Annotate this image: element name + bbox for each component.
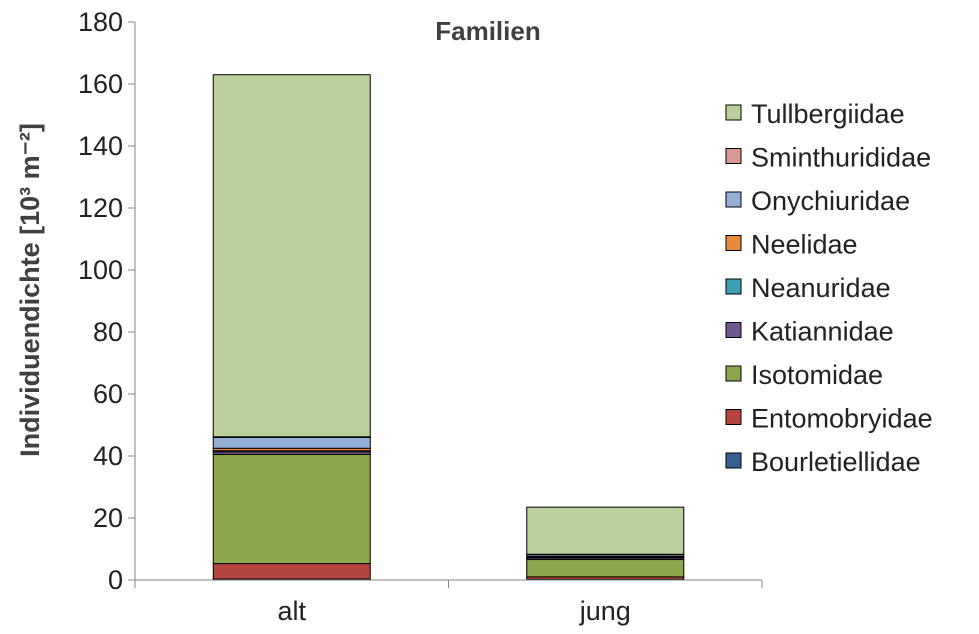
legend-label-neelidae: Neelidae xyxy=(751,230,858,260)
legend-label-entomobryidae: Entomobryidae xyxy=(751,404,933,434)
axes-group: alt jung 0 20 40 60 80 100 120 140 160 180 xyxy=(78,7,763,626)
legend-label-bourletiellidae: Bourletiellidae xyxy=(751,447,921,477)
y-tick-label-80: 80 xyxy=(93,317,123,347)
bar-segment-alt-onychiuridae xyxy=(212,436,371,449)
y-tick-label-0: 0 xyxy=(108,565,123,595)
legend-swatch-neelidae xyxy=(725,235,742,251)
bar-segment-jung-tullbergiidae xyxy=(526,506,685,555)
chart-title: Familien xyxy=(435,16,540,46)
legend-swatch-neanuridae xyxy=(725,278,742,295)
bar-segment-jung-isotomidae xyxy=(526,559,685,578)
y-axis-label: Individuendichte [10³ m⁻²] xyxy=(15,123,45,457)
y-tick-label-100: 100 xyxy=(78,255,123,285)
legend-label-sminthurididae: Sminthurididae xyxy=(751,143,931,173)
x-tick-label-jung: jung xyxy=(579,596,631,626)
legend-swatch-katiannidae xyxy=(725,322,742,338)
legend-label-katiannidae: Katiannidae xyxy=(751,317,894,347)
y-tick-label-160: 160 xyxy=(78,69,123,99)
legend-label-isotomidae: Isotomidae xyxy=(751,360,883,390)
bar-segment-alt-entomobryidae xyxy=(212,563,371,580)
legend-label-onychiuridae: Onychiuridae xyxy=(751,186,910,216)
y-tick-label-180: 180 xyxy=(78,7,123,37)
legend-swatch-isotomidae xyxy=(725,365,742,382)
x-tick-label-alt: alt xyxy=(277,596,306,626)
bar-segment-alt-tullbergiidae xyxy=(212,74,371,438)
legend-swatch-entomobryidae xyxy=(725,409,742,425)
legend-label-tullbergiidae: Tullbergiidae xyxy=(751,99,905,129)
legend-swatch-onychiuridae xyxy=(725,191,742,208)
legend-label-neanuridae: Neanuridae xyxy=(751,273,891,303)
legend-swatch-sminthurididae xyxy=(725,148,742,164)
bars-group xyxy=(212,74,685,581)
legend-swatch-tullbergiidae xyxy=(725,104,742,121)
legend-swatch-bourletiellidae xyxy=(725,452,742,469)
legend: Tullbergiidae Sminthurididae Onychiuridae N… xyxy=(725,99,933,477)
y-tick-label-40: 40 xyxy=(93,441,123,471)
y-tick-label-60: 60 xyxy=(93,379,123,409)
y-tick-label-140: 140 xyxy=(78,131,123,161)
y-tick-label-20: 20 xyxy=(93,503,123,533)
y-tick-label-120: 120 xyxy=(78,193,123,223)
bar-segment-alt-isotomidae xyxy=(212,453,371,565)
